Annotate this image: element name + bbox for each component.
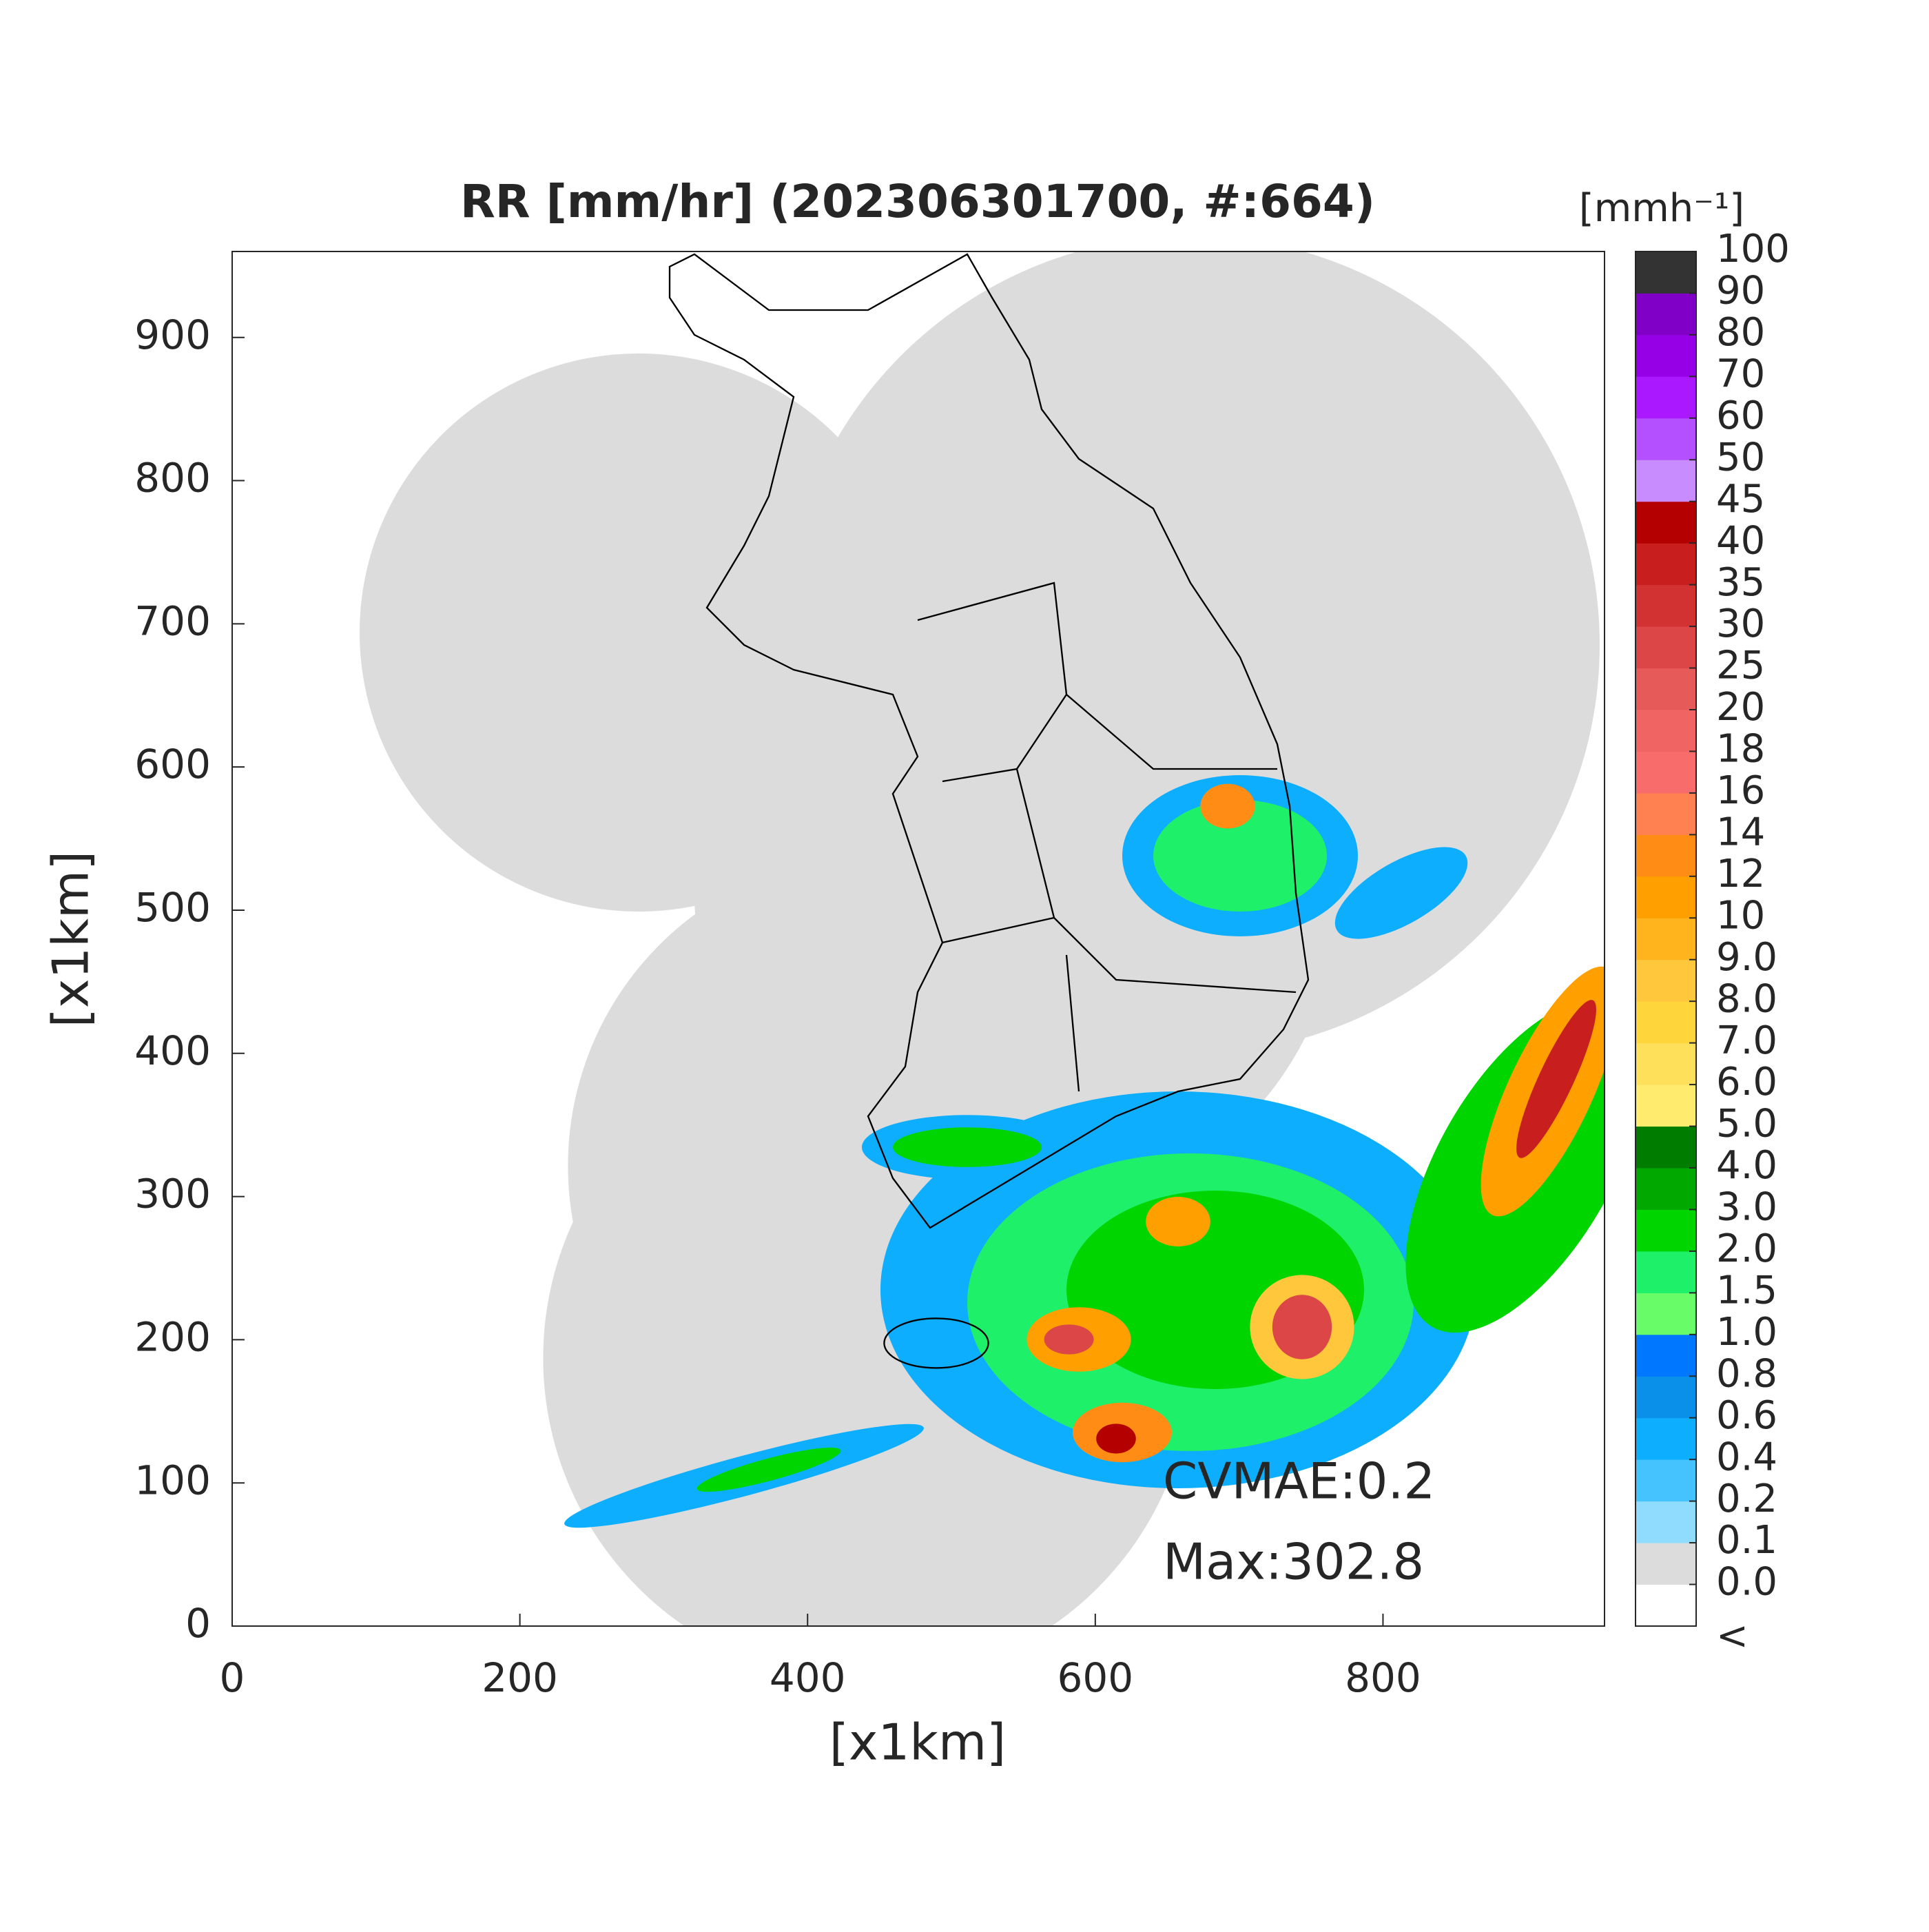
- colorbar-segment: [1636, 543, 1696, 586]
- colorbar-segment: [1636, 626, 1696, 669]
- colorbar-segment: [1636, 1042, 1696, 1085]
- radar-map: [360, 251, 1605, 1626]
- y-tick-label: 100: [134, 1457, 211, 1503]
- colorbar-tick-label: 25: [1716, 644, 1765, 688]
- colorbar-tick-label: 5.0: [1716, 1102, 1777, 1147]
- colorbar-tick-label: 50: [1716, 435, 1765, 480]
- colorbar-tick-label: 0.0: [1716, 1560, 1777, 1605]
- colorbar-segment: [1636, 460, 1696, 502]
- colorbar-segment: [1636, 792, 1696, 835]
- colorbar-tick-label: 10: [1716, 893, 1765, 938]
- colorbar-tick-label: 20: [1716, 685, 1765, 730]
- colorbar-tick-label: 0.6: [1716, 1393, 1777, 1438]
- colorbar-segment: [1636, 1376, 1696, 1419]
- colorbar-tick-label: 7.0: [1716, 1018, 1777, 1063]
- colorbar-tick-label: 16: [1716, 768, 1765, 813]
- colorbar-tick-label: 90: [1716, 269, 1765, 314]
- colorbar-frame: [1635, 251, 1697, 1627]
- colorbar-segment: [1636, 1501, 1696, 1543]
- colorbar-segment: [1636, 1293, 1696, 1335]
- y-tick-label: 600: [134, 741, 211, 788]
- colorbar-tick-label: 0.1: [1716, 1518, 1777, 1563]
- colorbar-segment: [1636, 1209, 1696, 1252]
- x-tick-label: 400: [770, 1654, 846, 1701]
- colorbar-segment: [1636, 834, 1696, 877]
- colorbar-tick-label: 6.0: [1716, 1060, 1777, 1104]
- colorbar-tick-label: 2.0: [1716, 1226, 1777, 1271]
- colorbar-segment: [1636, 1543, 1696, 1585]
- y-tick-label: 800: [134, 455, 211, 502]
- colorbar-tick-label: 12: [1716, 852, 1765, 896]
- colorbar-segment: [1636, 418, 1696, 460]
- y-tick-label: 700: [134, 597, 211, 644]
- colorbar-tick-label: 30: [1716, 602, 1765, 646]
- colorbar-segment: [1636, 710, 1696, 752]
- colorbar-segment: [1636, 1417, 1696, 1460]
- colorbar-segment: [1636, 334, 1696, 377]
- colorbar-tick-label: 3.0: [1716, 1185, 1777, 1230]
- x-tick-label: 200: [482, 1654, 558, 1701]
- y-tick-label: 0: [185, 1600, 211, 1647]
- colorbar-segment: [1636, 1001, 1696, 1044]
- colorbar-tick-label: 45: [1716, 477, 1765, 522]
- colorbar-segment: [1636, 1085, 1696, 1127]
- colorbar-tick-label: 1.0: [1716, 1310, 1777, 1355]
- colorbar-segment: [1636, 501, 1696, 544]
- colorbar-segment: [1636, 959, 1696, 1002]
- colorbar-tick-label: 4.0: [1716, 1143, 1777, 1188]
- colorbar-segment: [1636, 1168, 1696, 1210]
- y-axis-label: [x1km]: [42, 851, 100, 1027]
- colorbar-tick-label: 0.2: [1716, 1477, 1777, 1521]
- colorbar-segment: [1636, 376, 1696, 419]
- rain-echoes: [564, 775, 1605, 1528]
- colorbar-segment: [1636, 251, 1696, 294]
- x-axis-label: [x1km]: [829, 1714, 1006, 1771]
- annotation: Max:302.8: [1163, 1533, 1424, 1591]
- colorbar-tick-label: 14: [1716, 810, 1765, 855]
- colorbar-segment: [1636, 751, 1696, 794]
- y-tick-label: 500: [134, 884, 211, 931]
- y-tick-label: 200: [134, 1313, 211, 1360]
- x-tick-label: 0: [220, 1654, 245, 1701]
- colorbar-tick-label: 35: [1716, 560, 1765, 605]
- colorbar-tick-label: 100: [1716, 227, 1790, 271]
- annotation: CVMAE:0.2: [1163, 1452, 1435, 1510]
- colorbar-segment: [1636, 1126, 1696, 1169]
- y-tick-label: 900: [134, 311, 211, 358]
- colorbar-under-label: <: [1716, 1614, 1749, 1658]
- colorbar-tick-label: 9.0: [1716, 935, 1777, 980]
- axes: 0 200 400 600 800 0 100 200 300 400 500 600 700 800 90…: [134, 227, 1790, 1701]
- chart-title: RR [mm/hr] (202306301700, #:664): [460, 175, 1375, 228]
- colorbar-tick-label: 0.4: [1716, 1435, 1777, 1479]
- y-tick-label: 400: [134, 1027, 211, 1074]
- colorbar-tick-label: 1.5: [1716, 1268, 1777, 1313]
- coastline: [668, 253, 1310, 1369]
- colorbar-segment: [1636, 584, 1696, 627]
- colorbar-segment: [1636, 1334, 1696, 1377]
- colorbar-tick-label: 60: [1716, 393, 1765, 438]
- colorbar-tick-label: 80: [1716, 310, 1765, 355]
- colorbar-segment: [1636, 1459, 1696, 1502]
- colorbar-segment: [1636, 918, 1696, 960]
- colorbar-segment: [1636, 1251, 1696, 1293]
- x-tick-label: 800: [1345, 1654, 1421, 1701]
- colorbar-label: [mmh⁻¹]: [1579, 186, 1744, 231]
- x-tick-label: 600: [1057, 1654, 1133, 1701]
- y-tick-label: 300: [134, 1171, 211, 1217]
- colorbar-tick-label: 8.0: [1716, 976, 1777, 1021]
- colorbar-segment: [1636, 876, 1696, 918]
- radar-imagery: [360, 251, 1605, 1626]
- colorbar-tick-label: 40: [1716, 518, 1765, 563]
- colorbar-tick-label: 70: [1716, 352, 1765, 397]
- colorbar-tick-label: 18: [1716, 727, 1765, 772]
- colorbar-segment: [1636, 1584, 1696, 1627]
- plot-frame: [231, 251, 1605, 1627]
- colorbar-segment: [1636, 668, 1696, 710]
- colorbar-segment: [1636, 293, 1696, 336]
- colorbar-tick-label: 0.8: [1716, 1351, 1777, 1396]
